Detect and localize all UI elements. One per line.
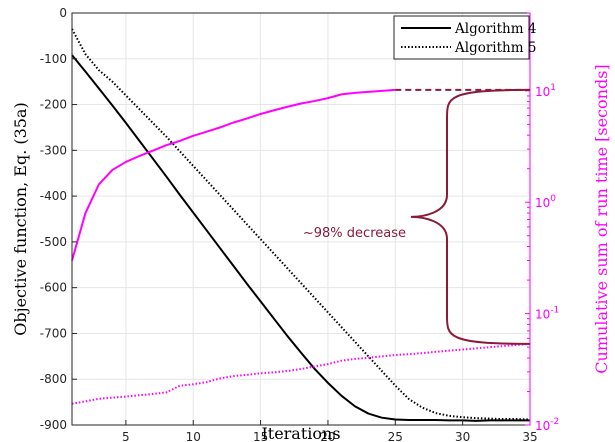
annotation: ~98% decrease	[303, 88, 531, 345]
y-tick-label-left: -700	[40, 326, 67, 340]
annotation-brace	[410, 88, 531, 345]
annotation-label: ~98% decrease	[303, 226, 406, 241]
plot-frame	[71, 12, 531, 426]
y-tick-label-right: 10-2	[535, 417, 559, 433]
y-tick-label-left: -600	[40, 281, 67, 295]
series-line-1	[71, 54, 530, 422]
grid	[72, 13, 530, 425]
y-tick-label-left: -500	[40, 235, 67, 249]
x-tick-label: 30	[455, 430, 470, 442]
x-axis-label: Iterations	[261, 424, 340, 442]
legend-box	[393, 15, 530, 60]
x-tick-label: 20	[320, 430, 335, 442]
y-tick-label-right: 100	[535, 194, 556, 210]
y-tick-label-left: -200	[40, 98, 67, 112]
y-tick-label-right: 101	[535, 83, 556, 99]
y-tick-label-left: 0	[59, 6, 67, 20]
x-tick-label: 5	[122, 430, 130, 442]
y-tick-label-left: -900	[40, 418, 67, 432]
y-tick-label-left: -800	[40, 372, 67, 386]
legend-label-algorithm-5: Algorithm 5	[454, 40, 536, 56]
legend: Algorithm 4 Algorithm 5	[393, 15, 536, 60]
legend-label-algorithm-4: Algorithm 4	[454, 21, 536, 37]
x-tick-label: 15	[253, 430, 268, 442]
x-tick-label: 25	[388, 430, 403, 442]
x-tick-label: 35	[522, 430, 537, 442]
y-tick-label-left: -100	[40, 52, 67, 66]
series-line-3	[71, 88, 396, 261]
y-tick-label-right: 10-1	[535, 306, 559, 322]
y-axis-label-left: Objective function, Eq. (35a)	[11, 102, 30, 336]
y-tick-label-left: -400	[40, 189, 67, 203]
y-tick-label-left: -300	[40, 143, 67, 157]
series-line-2	[71, 28, 531, 421]
series-layer	[71, 28, 531, 422]
x-tick-label: 10	[186, 430, 201, 442]
ticks: 5 10 15 20 25 30 35 0 -100 -200 -300 -400 -500 -600 -7…	[40, 6, 560, 442]
y-axis-label-right: Cumulative sum of run time [seconds]	[592, 64, 611, 373]
